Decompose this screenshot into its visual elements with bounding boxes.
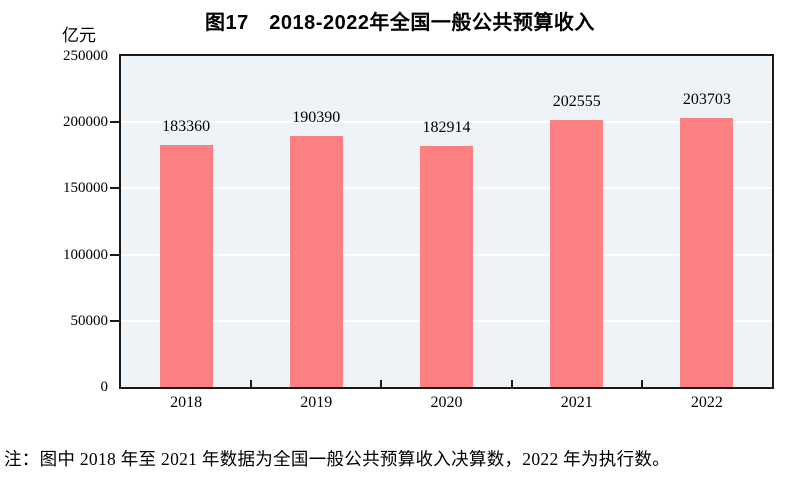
x-axis-label: 2022 <box>690 394 723 411</box>
y-axis-tick <box>110 319 119 322</box>
bar <box>550 119 604 387</box>
y-axis-tick-label: 150000 <box>63 180 108 197</box>
x-axis-label: 2020 <box>430 394 463 411</box>
gridline <box>121 121 772 124</box>
bar-value-label: 183360 <box>162 118 211 136</box>
y-axis-tick <box>110 253 119 256</box>
x-axis-label: 2019 <box>300 394 333 411</box>
chart-title: 图17 2018-2022年全国一般公共预算收入 <box>205 12 595 34</box>
footnote: 注：图中 2018 年至 2021 年数据为全国一般公共预算收入决算数，2022… <box>4 449 670 469</box>
x-axis-label: 2021 <box>560 394 593 411</box>
x-axis-tick <box>380 380 383 387</box>
bar <box>289 135 343 387</box>
y-axis-tick-label: 50000 <box>70 312 109 329</box>
plot-area <box>119 54 774 389</box>
bar-value-label: 203703 <box>682 91 731 109</box>
y-axis-tick-label: 100000 <box>63 246 108 263</box>
y-axis-tick-label: 250000 <box>63 48 108 64</box>
y-axis-tick-label: 0 <box>100 379 109 395</box>
x-axis-tick <box>510 380 513 387</box>
x-axis-tick <box>640 380 643 387</box>
x-axis-label: 2018 <box>170 394 203 411</box>
y-axis-tick-label: 200000 <box>63 114 108 131</box>
bar <box>680 118 734 387</box>
bar-value-label: 182914 <box>422 118 471 136</box>
bar <box>420 145 473 387</box>
bar-value-label: 202555 <box>552 92 601 110</box>
y-axis-unit-label: 亿元 <box>62 26 96 45</box>
x-axis-tick <box>250 380 253 387</box>
y-axis-tick <box>110 121 119 124</box>
y-axis-tick <box>110 187 119 190</box>
bar-value-label: 190390 <box>292 108 341 126</box>
bar <box>159 145 213 387</box>
